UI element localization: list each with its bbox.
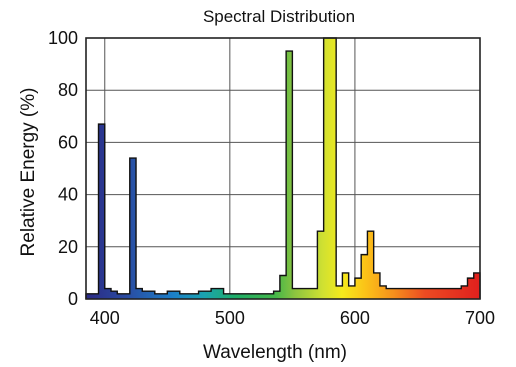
y-tick-label-60: 60 — [58, 132, 78, 152]
y-tick-label-20: 20 — [58, 237, 78, 257]
x-tick-label-400: 400 — [90, 308, 120, 328]
spectrum-area — [86, 38, 480, 299]
x-tick-label-700: 700 — [465, 308, 495, 328]
y-axis-label: Relative Energy (%) — [18, 88, 39, 257]
grid — [86, 38, 480, 299]
y-axis-ticks: 0 20 40 60 80 100 — [48, 28, 78, 309]
chart-title: Spectral Distribution — [203, 7, 355, 26]
y-tick-label-40: 40 — [58, 185, 78, 205]
x-axis-ticks: 400 500 600 700 — [90, 308, 495, 328]
x-axis-label: Wavelength (nm) — [203, 342, 347, 363]
y-tick-label-0: 0 — [68, 289, 78, 309]
plot-frame — [85, 37, 481, 300]
y-tick-label-80: 80 — [58, 80, 78, 100]
y-tick-label-100: 100 — [48, 28, 78, 48]
x-tick-label-600: 600 — [340, 308, 370, 328]
x-tick-label-500: 500 — [215, 308, 245, 328]
spectrum-outline — [85, 37, 481, 299]
